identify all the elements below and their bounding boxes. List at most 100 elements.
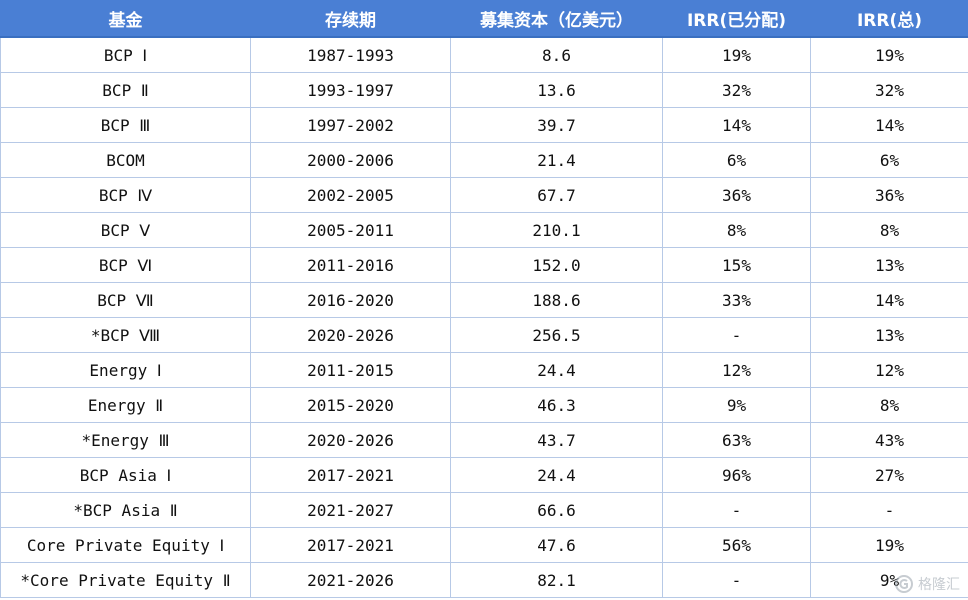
capital-cell: 24.4 (450, 352, 663, 388)
table-row: *BCP Asia Ⅱ 2021-2027 66.6- - (0, 492, 968, 528)
capital-cell: 46.3 (450, 387, 663, 423)
table-row: *Energy Ⅲ 2020-2026 43.7 63% 43% (0, 422, 968, 458)
table-row: BCP Ⅴ 2005-2011 210.1 8% 8% (0, 212, 968, 248)
header-irr-distributed: IRR(已分配) (662, 0, 811, 38)
irr-total-cell: 13% (810, 317, 968, 353)
irr-total-cell: - (810, 492, 968, 528)
watermark: 格隆汇 (894, 574, 960, 594)
irr-total-cell: 8% (810, 387, 968, 423)
duration-cell: 1993-1997 (250, 72, 451, 108)
irr-total-cell: 27% (810, 457, 968, 493)
fund-name-cell: BCP Ⅲ (0, 107, 251, 143)
fund-name-cell: *Energy Ⅲ (0, 422, 251, 458)
header-irr-total: IRR(总) (810, 0, 968, 38)
gelonghui-logo-icon (895, 575, 913, 593)
irr-total-cell: 43% (810, 422, 968, 458)
capital-cell: 66.6 (450, 492, 663, 528)
irr-total-cell: 36% (810, 177, 968, 213)
table-row: *Core Private Equity Ⅱ 2021-2026 82.1-9% (0, 562, 968, 598)
irr-distributed-cell: 14% (662, 107, 811, 143)
capital-cell: 43.7 (450, 422, 663, 458)
irr-total-cell: 19% (810, 36, 968, 73)
fund-name-cell: Core Private Equity Ⅰ (0, 527, 251, 563)
table-row: BCP Ⅰ 1987-1993 8.6 19% 19% (0, 36, 968, 73)
table-row: Energy Ⅱ 2015-2020 46.3 9% 8% (0, 387, 968, 423)
table-row: BCP Ⅳ 2002-2005 67.7 36% 36% (0, 177, 968, 213)
duration-cell: 2011-2016 (250, 247, 451, 283)
duration-cell: 2000-2006 (250, 142, 451, 178)
duration-cell: 2011-2015 (250, 352, 451, 388)
irr-distributed-cell: 36% (662, 177, 811, 213)
fund-name-cell: BCP Ⅴ (0, 212, 251, 248)
irr-distributed-cell: 6% (662, 142, 811, 178)
capital-cell: 67.7 (450, 177, 663, 213)
capital-cell: 152.0 (450, 247, 663, 283)
duration-cell: 1987-1993 (250, 36, 451, 73)
irr-total-cell: 6% (810, 142, 968, 178)
capital-cell: 256.5 (450, 317, 663, 353)
irr-total-cell: 14% (810, 107, 968, 143)
table-row: Energy Ⅰ 2011-2015 24.4 12% 12% (0, 352, 968, 388)
duration-cell: 2015-2020 (250, 387, 451, 423)
capital-cell: 24.4 (450, 457, 663, 493)
duration-cell: 2002-2005 (250, 177, 451, 213)
irr-distributed-cell: 12% (662, 352, 811, 388)
irr-total-cell: 19% (810, 527, 968, 563)
irr-total-cell: 32% (810, 72, 968, 108)
fund-name-cell: *BCP Ⅷ (0, 317, 251, 353)
capital-cell: 47.6 (450, 527, 663, 563)
duration-cell: 2016-2020 (250, 282, 451, 318)
irr-distributed-cell: 33% (662, 282, 811, 318)
irr-distributed-cell: 63% (662, 422, 811, 458)
capital-cell: 188.6 (450, 282, 663, 318)
table-row: BCP Ⅶ 2016-2020 188.6 33% 14% (0, 282, 968, 318)
fund-name-cell: BCP Ⅱ (0, 72, 251, 108)
header-duration: 存续期 (250, 0, 451, 38)
table-row: *BCP Ⅷ 2020-2026 256.5-13% (0, 317, 968, 353)
capital-cell: 8.6 (450, 36, 663, 73)
table-row: BCP Ⅵ 2011-2016 152.0 15% 13% (0, 247, 968, 283)
fund-name-cell: BCP Ⅳ (0, 177, 251, 213)
capital-cell: 210.1 (450, 212, 663, 248)
duration-cell: 2020-2026 (250, 317, 451, 353)
irr-total-cell: 9% (810, 562, 968, 598)
table-row: BCP Ⅲ 1997-2002 39.7 14% 14% (0, 107, 968, 143)
header-fund: 基金 (0, 0, 251, 38)
fund-name-cell: BCOM (0, 142, 251, 178)
capital-cell: 13.6 (450, 72, 663, 108)
capital-cell: 82.1 (450, 562, 663, 598)
irr-distributed-cell: - (662, 562, 811, 598)
fund-name-cell: *Core Private Equity Ⅱ (0, 562, 251, 598)
duration-cell: 2017-2021 (250, 457, 451, 493)
table-row: BCOM 2000-2006 21.4 6% 6% (0, 142, 968, 178)
header-row: 基金 存续期 募集资本（亿美元） IRR(已分配) IRR(总) (0, 0, 968, 38)
fund-name-cell: BCP Asia Ⅰ (0, 457, 251, 493)
capital-cell: 39.7 (450, 107, 663, 143)
table-header: 基金 存续期 募集资本（亿美元） IRR(已分配) IRR(总) (0, 0, 968, 38)
duration-cell: 2021-2027 (250, 492, 451, 528)
irr-distributed-cell: 15% (662, 247, 811, 283)
irr-distributed-cell: 19% (662, 36, 811, 73)
duration-cell: 1997-2002 (250, 107, 451, 143)
duration-cell: 2017-2021 (250, 527, 451, 563)
fund-name-cell: BCP Ⅰ (0, 36, 251, 73)
duration-cell: 2020-2026 (250, 422, 451, 458)
irr-distributed-cell: 32% (662, 72, 811, 108)
irr-distributed-cell: 9% (662, 387, 811, 423)
table-row: BCP Asia Ⅰ 2017-2021 24.4 96% 27% (0, 457, 968, 493)
fund-name-cell: BCP Ⅵ (0, 247, 251, 283)
fund-name-cell: BCP Ⅶ (0, 282, 251, 318)
irr-distributed-cell: - (662, 492, 811, 528)
irr-distributed-cell: - (662, 317, 811, 353)
fund-name-cell: Energy Ⅰ (0, 352, 251, 388)
fund-name-cell: *BCP Asia Ⅱ (0, 492, 251, 528)
duration-cell: 2005-2011 (250, 212, 451, 248)
header-capital: 募集资本（亿美元） (450, 0, 663, 38)
irr-total-cell: 14% (810, 282, 968, 318)
irr-distributed-cell: 8% (662, 212, 811, 248)
table-body: BCP Ⅰ 1987-1993 8.6 19% 19% BCP Ⅱ 1993-1997 13.… (0, 36, 968, 598)
irr-distributed-cell: 56% (662, 527, 811, 563)
fund-name-cell: Energy Ⅱ (0, 387, 251, 423)
